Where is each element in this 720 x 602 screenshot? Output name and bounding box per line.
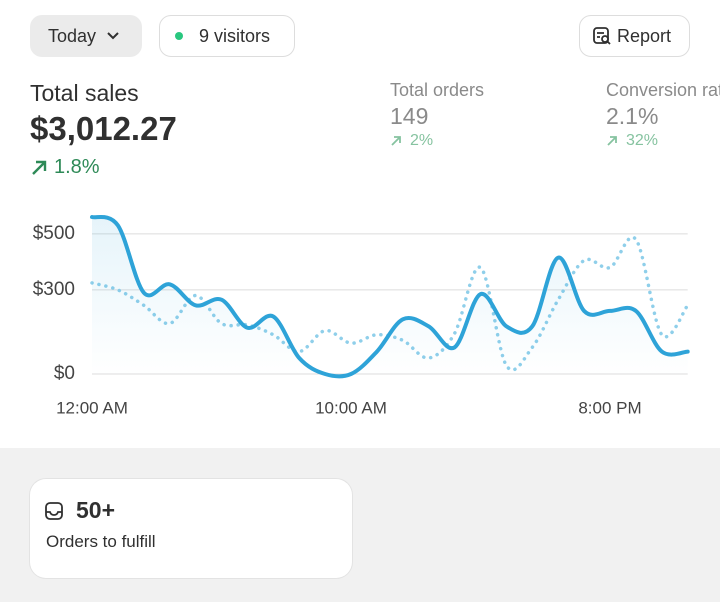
change-text: 32% — [626, 132, 659, 149]
date-label: Today — [48, 25, 97, 46]
visitors-button[interactable]: 9 visitors — [159, 15, 295, 57]
fulfill-card[interactable]: 50+ Orders to fulfill — [30, 479, 352, 578]
up-arrow — [391, 136, 401, 146]
report-icon — [593, 27, 611, 45]
area-fill — [92, 216, 688, 377]
x-tick-label: 12:00 AM — [56, 398, 128, 417]
up-arrow — [32, 160, 47, 175]
visitors-label: 9 visitors — [199, 25, 271, 46]
line-series — [90, 214, 690, 379]
metric-value: 2.1% — [606, 103, 659, 129]
up-arrow — [607, 136, 617, 146]
report-button[interactable]: Report — [579, 15, 690, 57]
x-tick-label: 10:00 AM — [315, 398, 387, 417]
card-label: Orders to fulfill — [46, 532, 156, 551]
metric-value: 149 — [390, 103, 429, 129]
y-tick-label: $0 — [54, 363, 75, 384]
change-text: 2% — [410, 132, 434, 149]
y-tick-label: $500 — [33, 223, 75, 244]
y-tick-label: $300 — [33, 279, 75, 300]
inbox-icon — [45, 502, 63, 520]
chevron — [107, 32, 119, 40]
change-text: 1.8% — [54, 156, 100, 178]
date-button[interactable]: Today — [30, 15, 142, 57]
card-count: 50+ — [76, 497, 116, 523]
metric-label: Total sales — [30, 80, 139, 106]
metric-change: 1.8% — [30, 156, 100, 179]
report-label: Report — [617, 25, 672, 46]
metric-change: 32% — [606, 132, 658, 150]
chart: $0 $300 $500 12:00 AM 10:00 AM 8:00 PM — [33, 214, 690, 417]
metric-label: Total orders — [390, 80, 485, 100]
metric-value: $3,012.27 — [30, 110, 177, 147]
metric-change: 2% — [390, 132, 433, 150]
metric-label: Conversion rate — [606, 80, 720, 100]
live-dot — [175, 32, 183, 40]
x-tick-label: 8:00 PM — [578, 398, 641, 417]
